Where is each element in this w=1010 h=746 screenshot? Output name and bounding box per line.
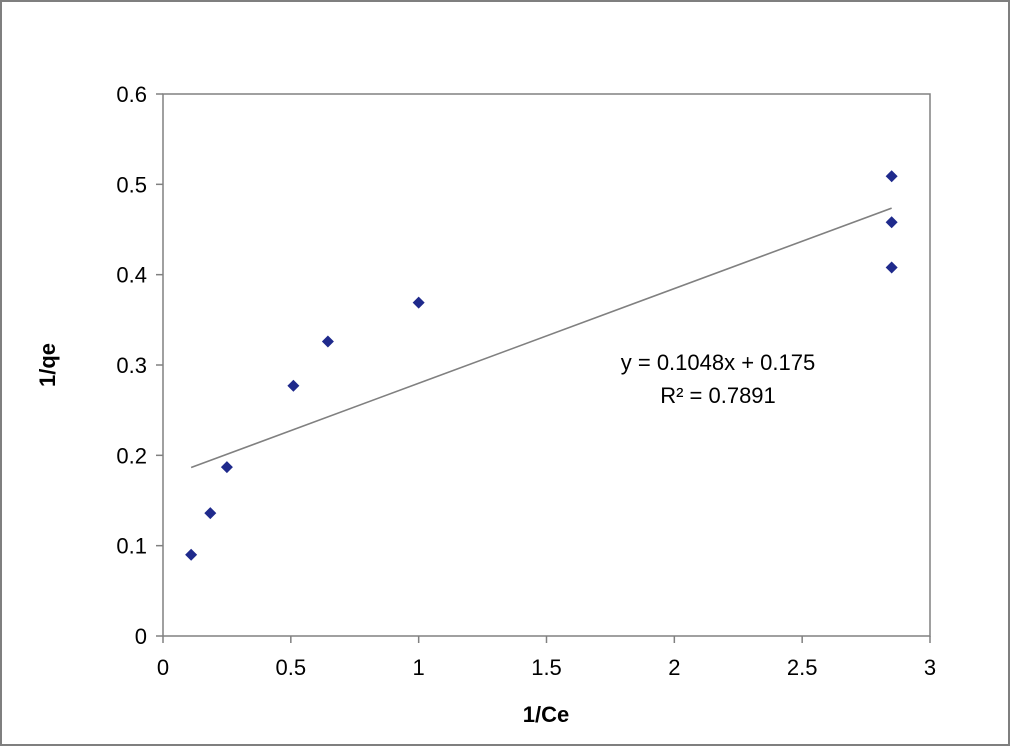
x-tick-label: 2 [668,655,680,680]
data-point [287,379,300,392]
x-tick-label: 0 [157,655,169,680]
y-tick-label: 0.1 [116,534,147,559]
trendline [190,207,892,469]
y-axis-title: 1/qe [35,343,60,387]
y-tick-label: 0.5 [116,172,147,197]
x-axis-ticks: 0 0.5 1 1.5 2 2.5 3 [157,636,936,680]
x-tick-label: 2.5 [787,655,818,680]
data-point [885,216,898,229]
y-tick-label: 0.3 [116,353,147,378]
y-tick-label: 0.6 [116,82,147,107]
x-tick-label: 1 [413,655,425,680]
y-tick-label: 0.4 [116,263,147,288]
data-point [220,461,233,474]
x-tick-label: 1.5 [531,655,562,680]
y-tick-label: 0 [135,624,147,649]
y-axis-ticks: 0 0.1 0.2 0.3 0.4 0.5 0.6 [116,82,163,649]
data-point [885,261,898,274]
y-tick-label: 0.2 [116,443,147,468]
plot-area [162,93,931,637]
x-axis-title: 1/Ce [523,702,569,727]
trendline-r2: R² = 0.7891 [660,383,776,408]
data-point [412,296,425,309]
x-tick-label: 0.5 [276,655,307,680]
x-tick-label: 3 [924,655,936,680]
data-point [185,548,198,561]
trendline-equation: y = 0.1048x + 0.175 [621,350,816,375]
data-point [885,170,898,183]
data-point [321,335,334,348]
data-points [185,170,898,561]
data-point [204,507,217,520]
